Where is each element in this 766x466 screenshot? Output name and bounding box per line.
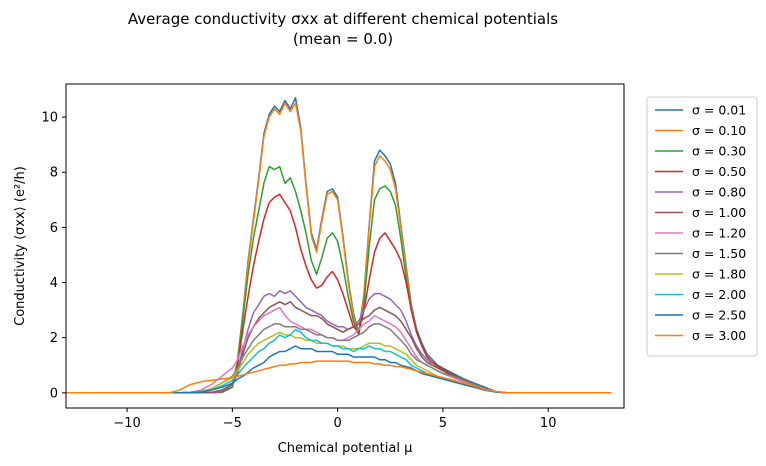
x-tick-label: 0 bbox=[333, 416, 341, 431]
y-tick-label: 6 bbox=[50, 221, 58, 236]
x-axis-label: Chemical potential μ bbox=[278, 441, 413, 456]
series-line-6 bbox=[66, 301, 612, 394]
x-tick-label: 5 bbox=[439, 416, 447, 431]
legend-label-8: σ = 1.50 bbox=[692, 246, 746, 261]
legend-label-4: σ = 0.50 bbox=[692, 164, 746, 179]
series-line-12 bbox=[66, 360, 612, 394]
y-tick-label: 10 bbox=[41, 111, 58, 126]
legend-label-9: σ = 1.80 bbox=[692, 267, 746, 282]
plot-frame bbox=[65, 83, 625, 409]
y-tick-label: 4 bbox=[50, 276, 58, 291]
y-axis-ticks: 0 2 4 6 8 10 bbox=[41, 111, 66, 401]
legend-label-7: σ = 1.20 bbox=[692, 226, 746, 241]
y-tick-label: 0 bbox=[50, 386, 58, 401]
y-axis-label: Conductivity ⟨σxx⟩ (e²/h) bbox=[13, 166, 28, 326]
legend-label-3: σ = 0.30 bbox=[692, 144, 746, 159]
plot-area bbox=[66, 84, 624, 408]
legend: σ = 0.01 σ = 0.10 σ = 0.30 σ = 0.50 σ = 0.80… bbox=[646, 96, 758, 357]
x-tick-label: 10 bbox=[540, 416, 557, 431]
legend-label-12: σ = 3.00 bbox=[692, 328, 746, 343]
plot-lines bbox=[66, 97, 612, 394]
series-line-11 bbox=[66, 345, 612, 394]
chart-title: Average conductivity σxx at different ch… bbox=[128, 10, 558, 28]
legend-label-5: σ = 0.80 bbox=[692, 185, 746, 200]
legend-label-6: σ = 1.00 bbox=[692, 205, 746, 220]
legend-box bbox=[646, 96, 758, 357]
y-tick-label: 2 bbox=[50, 331, 58, 346]
legend-label-2: σ = 0.10 bbox=[692, 123, 746, 138]
legend-label-10: σ = 2.00 bbox=[692, 287, 746, 302]
legend-label-1: σ = 0.01 bbox=[692, 103, 746, 118]
chart-subtitle: (mean = 0.0) bbox=[293, 30, 393, 48]
x-tick-label: −5 bbox=[223, 416, 242, 431]
legend-label-11: σ = 2.50 bbox=[692, 308, 746, 323]
x-axis-ticks: −10 −5 0 5 10 bbox=[113, 408, 556, 431]
y-tick-label: 8 bbox=[50, 166, 58, 181]
x-tick-label: −10 bbox=[113, 416, 140, 431]
